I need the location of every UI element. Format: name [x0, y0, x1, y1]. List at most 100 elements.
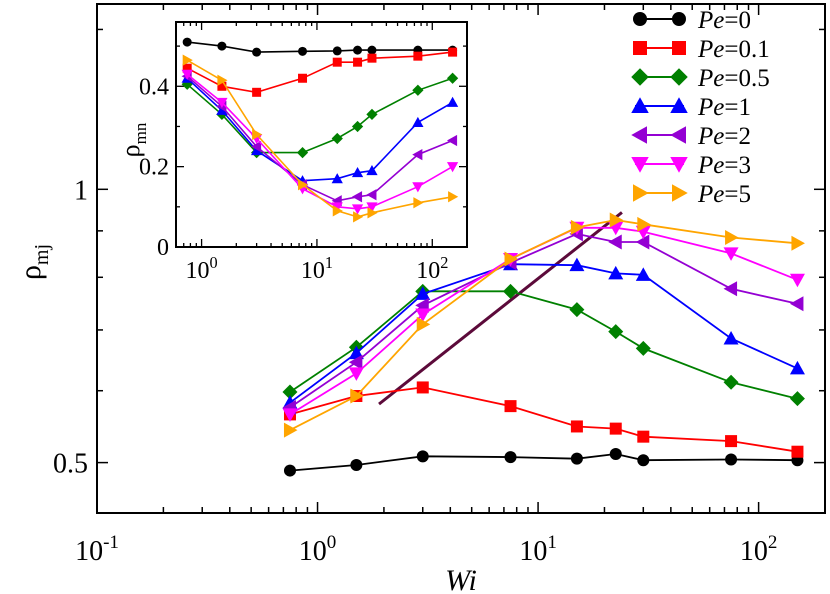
inset-data-point	[446, 134, 458, 147]
inset-data-point	[250, 140, 262, 153]
inset-data-point	[217, 81, 227, 91]
inset-data-point	[250, 144, 263, 156]
main-data-point	[789, 360, 805, 375]
legend-label: Pe=1	[697, 94, 751, 121]
main-y-tick-label: 0.5	[53, 449, 88, 480]
legend-marker	[670, 126, 686, 144]
inset-data-point	[366, 189, 377, 201]
inset-y-tick-label: 0	[157, 235, 169, 261]
main-x-tick-label: 10-1	[75, 532, 119, 567]
main-data-point	[608, 265, 624, 280]
main-data-point	[725, 435, 738, 448]
legend-label: Pe=5	[697, 181, 751, 208]
legend-entry: Pe=0	[633, 7, 751, 34]
main-y-tick-label: 1	[74, 175, 88, 206]
inset-data-point	[217, 41, 227, 51]
inset-data-point	[182, 54, 193, 66]
inset-data-point	[252, 128, 263, 141]
inset-data-point	[367, 207, 378, 219]
inset-data-point	[351, 120, 364, 133]
inset-series-1	[182, 47, 458, 97]
inset-data-point	[181, 69, 193, 80]
main-series-3	[282, 256, 805, 409]
main-data-point	[791, 235, 805, 251]
inset-data-point	[216, 97, 228, 108]
main-data-point	[608, 324, 624, 340]
inset-data-point	[353, 211, 364, 223]
main-data-point	[415, 308, 431, 322]
legend-marker	[672, 41, 686, 55]
main-data-point	[416, 450, 429, 463]
inset-data-point	[216, 104, 228, 115]
legend-marker	[631, 157, 649, 173]
main-x-tick-label: 100	[299, 532, 337, 567]
legend-entry: Pe=3	[631, 152, 751, 179]
main-data-point	[416, 316, 431, 332]
inset-data-point	[298, 73, 308, 83]
inset-data-point	[351, 167, 364, 178]
inset-y-axis-label: ρmn	[116, 122, 150, 157]
main-data-point	[569, 302, 585, 318]
inset-data-point	[351, 191, 363, 203]
inset-data-point	[298, 46, 308, 56]
main-data-point	[725, 229, 739, 245]
legend-marker	[670, 97, 688, 113]
main-data-point	[350, 388, 364, 404]
main-series-6	[283, 212, 805, 438]
inset-data-point	[332, 46, 342, 56]
legend-label: Pe=0.1	[697, 36, 770, 63]
legend-marker	[631, 68, 649, 86]
main-data-point	[504, 400, 517, 413]
main-data-point	[635, 234, 650, 250]
legend-entry: Pe=0.5	[631, 65, 770, 92]
inset-data-point	[298, 179, 309, 191]
inset-data-point	[296, 146, 309, 159]
inset-data-point	[332, 205, 343, 217]
main-series-0	[283, 448, 804, 477]
legend-entry: Pe=5	[633, 181, 751, 208]
inset-data-point	[366, 108, 378, 121]
main-data-point	[723, 330, 739, 345]
main-data-point	[348, 354, 363, 370]
main-data-point	[609, 448, 622, 461]
legend-marker	[672, 184, 688, 202]
main-data-point	[637, 216, 651, 232]
main-data-point	[608, 234, 622, 250]
main-data-point	[570, 219, 585, 235]
inset-data-point	[182, 37, 192, 47]
main-data-point	[283, 422, 298, 438]
inset-y-tick-label: 0.2	[139, 155, 169, 181]
main-plot: 10-1 100 101 102 0.5 1 Wi ρmj	[14, 3, 826, 594]
inset-data-point	[367, 45, 377, 55]
main-data-point	[791, 445, 804, 458]
main-data-point	[789, 391, 805, 407]
inset-data-point	[331, 132, 343, 145]
main-data-point	[282, 384, 298, 400]
legend-marker	[670, 68, 688, 86]
inset-data-point	[351, 204, 364, 215]
inset-data-point	[446, 162, 459, 173]
inset-data-point	[446, 96, 459, 107]
inset-data-point	[331, 173, 343, 184]
main-data-point	[350, 458, 363, 471]
main-data-point	[723, 281, 738, 297]
inset-data-point	[353, 45, 363, 55]
inset-data-point	[366, 202, 378, 213]
inset-data-point	[252, 47, 262, 57]
main-data-point	[283, 464, 296, 477]
main-data-point	[282, 408, 298, 422]
legend-entry: Pe=0.1	[633, 36, 770, 63]
inset-x-tick-label: 101	[301, 253, 333, 284]
inset-x-tick-label: 100	[186, 253, 218, 284]
main-data-point	[504, 451, 517, 464]
inset-data-point	[217, 74, 228, 86]
inset-series-6	[182, 54, 459, 223]
legend-entry: Pe=1	[631, 94, 751, 121]
legend-label: Pe=0	[697, 7, 751, 34]
main-x-tick-label: 101	[519, 532, 557, 567]
inset-data-point	[366, 165, 378, 176]
main-data-point	[609, 422, 622, 435]
x-axis-label: Wi	[445, 564, 477, 594]
legend-label: Pe=0.5	[697, 65, 770, 92]
main-data-point	[723, 374, 739, 390]
